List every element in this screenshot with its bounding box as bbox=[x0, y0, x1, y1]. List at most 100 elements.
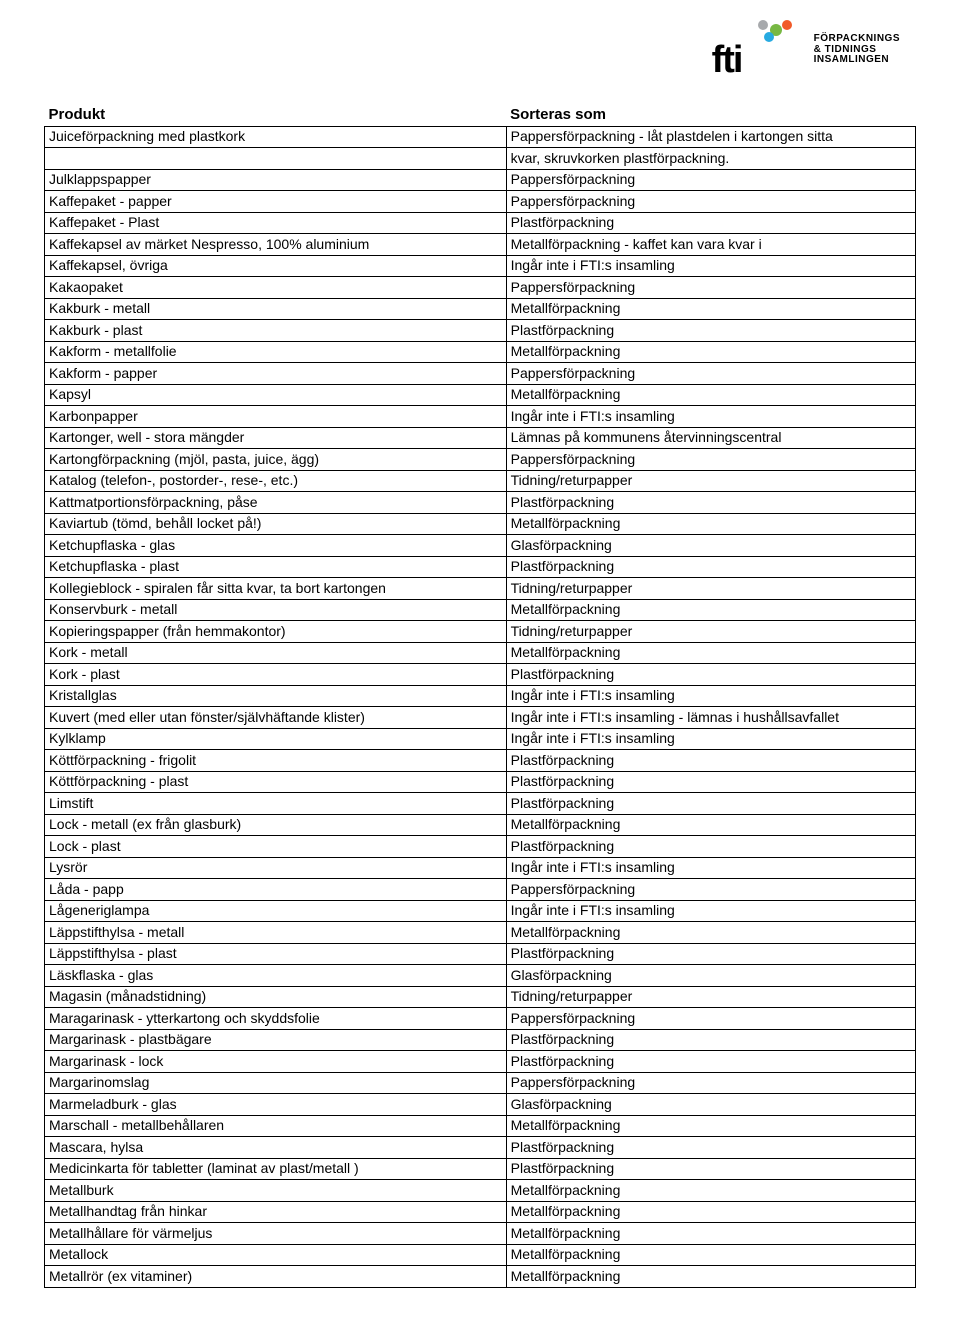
cell-sorting: Metallförpackning bbox=[506, 341, 915, 363]
table-row: Mascara, hylsaPlastförpackning bbox=[45, 1137, 916, 1159]
table-row: Metallhållare för värmeljusMetallförpack… bbox=[45, 1223, 916, 1245]
table-row: Kork - metallMetallförpackning bbox=[45, 642, 916, 664]
cell-product: Ketchupflaska - plast bbox=[45, 556, 507, 578]
fti-wordmark: fti bbox=[712, 39, 742, 82]
cell-product: Marmeladburk - glas bbox=[45, 1094, 507, 1116]
table-row: Kaffekapsel av märket Nespresso, 100% al… bbox=[45, 234, 916, 256]
cell-product: Köttförpackning - plast bbox=[45, 771, 507, 793]
table-row: Kakburk - metallMetallförpackning bbox=[45, 298, 916, 320]
cell-sorting: Ingår inte i FTI:s insamling bbox=[506, 406, 915, 428]
cell-sorting: Pappersförpackning bbox=[506, 191, 915, 213]
content-area: Produkt Sorteras som Juiceförpackning me… bbox=[44, 104, 916, 1288]
cell-product: Kaffepaket - papper bbox=[45, 191, 507, 213]
table-row: Kaffepaket - papperPappersförpackning bbox=[45, 191, 916, 213]
cell-product: Juiceförpackning med plastkork bbox=[45, 126, 507, 148]
cell-sorting: Plastförpackning bbox=[506, 1158, 915, 1180]
cell-sorting: Plastförpackning bbox=[506, 793, 915, 815]
cell-sorting: Plastförpackning bbox=[506, 771, 915, 793]
cell-sorting: Tidning/returpapper bbox=[506, 621, 915, 643]
table-row: MetallockMetallförpackning bbox=[45, 1244, 916, 1266]
cell-sorting: Metallförpackning bbox=[506, 814, 915, 836]
table-row: Kollegieblock - spiralen får sitta kvar,… bbox=[45, 578, 916, 600]
cell-sorting: Ingår inte i FTI:s insamling - lämnas i … bbox=[506, 707, 915, 729]
table-row: Lock - plastPlastförpackning bbox=[45, 836, 916, 858]
cell-sorting: Plastförpackning bbox=[506, 750, 915, 772]
cell-product: Katalog (telefon-, postorder-, rese-, et… bbox=[45, 470, 507, 492]
table-row: Kaffekapsel, övrigaIngår inte i FTI:s in… bbox=[45, 255, 916, 277]
cell-sorting: Metallförpackning bbox=[506, 513, 915, 535]
table-row: Kartongförpackning (mjöl, pasta, juice, … bbox=[45, 449, 916, 471]
table-row: KristallglasIngår inte i FTI:s insamling bbox=[45, 685, 916, 707]
table-row: Margarinask - lockPlastförpackning bbox=[45, 1051, 916, 1073]
table-row: Katalog (telefon-, postorder-, rese-, et… bbox=[45, 470, 916, 492]
cell-sorting: Plastförpackning bbox=[506, 664, 915, 686]
cell-product: Kaviartub (tömd, behåll locket på!) bbox=[45, 513, 507, 535]
table-row: Kaviartub (tömd, behåll locket på!)Metal… bbox=[45, 513, 916, 535]
table-row: KapsylMetallförpackning bbox=[45, 384, 916, 406]
cell-product: Läskflaska - glas bbox=[45, 965, 507, 987]
header-product: Produkt bbox=[45, 104, 507, 126]
table-row: KakaopaketPappersförpackning bbox=[45, 277, 916, 299]
cell-product: Kopieringspapper (från hemmakontor) bbox=[45, 621, 507, 643]
cell-product: Lysrör bbox=[45, 857, 507, 879]
cell-product: Läppstifthylsa - plast bbox=[45, 943, 507, 965]
cell-product: Kuvert (med eller utan fönster/självhäft… bbox=[45, 707, 507, 729]
table-row: KarbonpapperIngår inte i FTI:s insamling bbox=[45, 406, 916, 428]
table-row: Margarinask - plastbägarePlastförpacknin… bbox=[45, 1029, 916, 1051]
table-row: Marschall - metallbehållarenMetallförpac… bbox=[45, 1115, 916, 1137]
table-row: Kakform - metallfolieMetallförpackning bbox=[45, 341, 916, 363]
cell-product: Karbonpapper bbox=[45, 406, 507, 428]
logo-tag-line-3: INSAMLINGEN bbox=[814, 55, 900, 66]
cell-product: Ketchupflaska - glas bbox=[45, 535, 507, 557]
cell-product: Kork - metall bbox=[45, 642, 507, 664]
table-row: Metallrör (ex vitaminer)Metallförpacknin… bbox=[45, 1266, 916, 1288]
table-row: Kaffepaket - PlastPlastförpackning bbox=[45, 212, 916, 234]
cell-product: Mascara, hylsa bbox=[45, 1137, 507, 1159]
table-row: Maragarinask - ytterkartong och skyddsfo… bbox=[45, 1008, 916, 1030]
table-row: Köttförpackning - plastPlastförpackning bbox=[45, 771, 916, 793]
table-row: Magasin (månadstidning)Tidning/returpapp… bbox=[45, 986, 916, 1008]
cell-sorting: Pappersförpackning bbox=[506, 449, 915, 471]
cell-sorting: Ingår inte i FTI:s insamling bbox=[506, 728, 915, 750]
cell-product: Metallrör (ex vitaminer) bbox=[45, 1266, 507, 1288]
table-row: Kartonger, well - stora mängderLämnas på… bbox=[45, 427, 916, 449]
cell-sorting: Pappersförpackning bbox=[506, 363, 915, 385]
table-row: Marmeladburk - glasGlasförpackning bbox=[45, 1094, 916, 1116]
cell-product: Magasin (månadstidning) bbox=[45, 986, 507, 1008]
table-row: Medicinkarta för tabletter (laminat av p… bbox=[45, 1158, 916, 1180]
cell-sorting: Metallförpackning bbox=[506, 1244, 915, 1266]
table-row: LimstiftPlastförpackning bbox=[45, 793, 916, 815]
cell-product: Kaffekapsel av märket Nespresso, 100% al… bbox=[45, 234, 507, 256]
cell-product: Julklappspapper bbox=[45, 169, 507, 191]
cell-sorting: Tidning/returpapper bbox=[506, 578, 915, 600]
cell-sorting: Metallförpackning - kaffet kan vara kvar… bbox=[506, 234, 915, 256]
cell-product: Kapsyl bbox=[45, 384, 507, 406]
cell-product: Kartongförpackning (mjöl, pasta, juice, … bbox=[45, 449, 507, 471]
table-row: MetallburkMetallförpackning bbox=[45, 1180, 916, 1202]
cell-sorting: Metallförpackning bbox=[506, 599, 915, 621]
cell-sorting: Metallförpackning bbox=[506, 642, 915, 664]
cell-product: Köttförpackning - frigolit bbox=[45, 750, 507, 772]
cell-product: Låda - papp bbox=[45, 879, 507, 901]
cell-sorting: Pappersförpackning bbox=[506, 277, 915, 299]
cell-sorting: Plastförpackning bbox=[506, 492, 915, 514]
cell-product: Kork - plast bbox=[45, 664, 507, 686]
table-header-row: Produkt Sorteras som bbox=[45, 104, 916, 126]
cell-sorting: Pappersförpackning bbox=[506, 169, 915, 191]
cell-product: Lock - plast bbox=[45, 836, 507, 858]
table-row: Ketchupflaska - glasGlasförpackning bbox=[45, 535, 916, 557]
header-sorting: Sorteras som bbox=[506, 104, 915, 126]
logo-dot-icon bbox=[758, 20, 768, 30]
cell-sorting: Lämnas på kommunens återvinningscentral bbox=[506, 427, 915, 449]
table-row: Läppstifthylsa - metallMetallförpackning bbox=[45, 922, 916, 944]
table-row: JulklappspapperPappersförpackning bbox=[45, 169, 916, 191]
table-row: Juiceförpackning med plastkorkPappersför… bbox=[45, 126, 916, 148]
cell-sorting: Metallförpackning bbox=[506, 298, 915, 320]
table-row: kvar, skruvkorken plastförpackning. bbox=[45, 148, 916, 170]
table-row: LågeneriglampaIngår inte i FTI:s insamli… bbox=[45, 900, 916, 922]
cell-sorting: Plastförpackning bbox=[506, 556, 915, 578]
table-row: Lock - metall (ex från glasburk)Metallfö… bbox=[45, 814, 916, 836]
cell-sorting: Tidning/returpapper bbox=[506, 470, 915, 492]
cell-sorting: Glasförpackning bbox=[506, 1094, 915, 1116]
fti-logo-mark: fti bbox=[712, 20, 804, 80]
